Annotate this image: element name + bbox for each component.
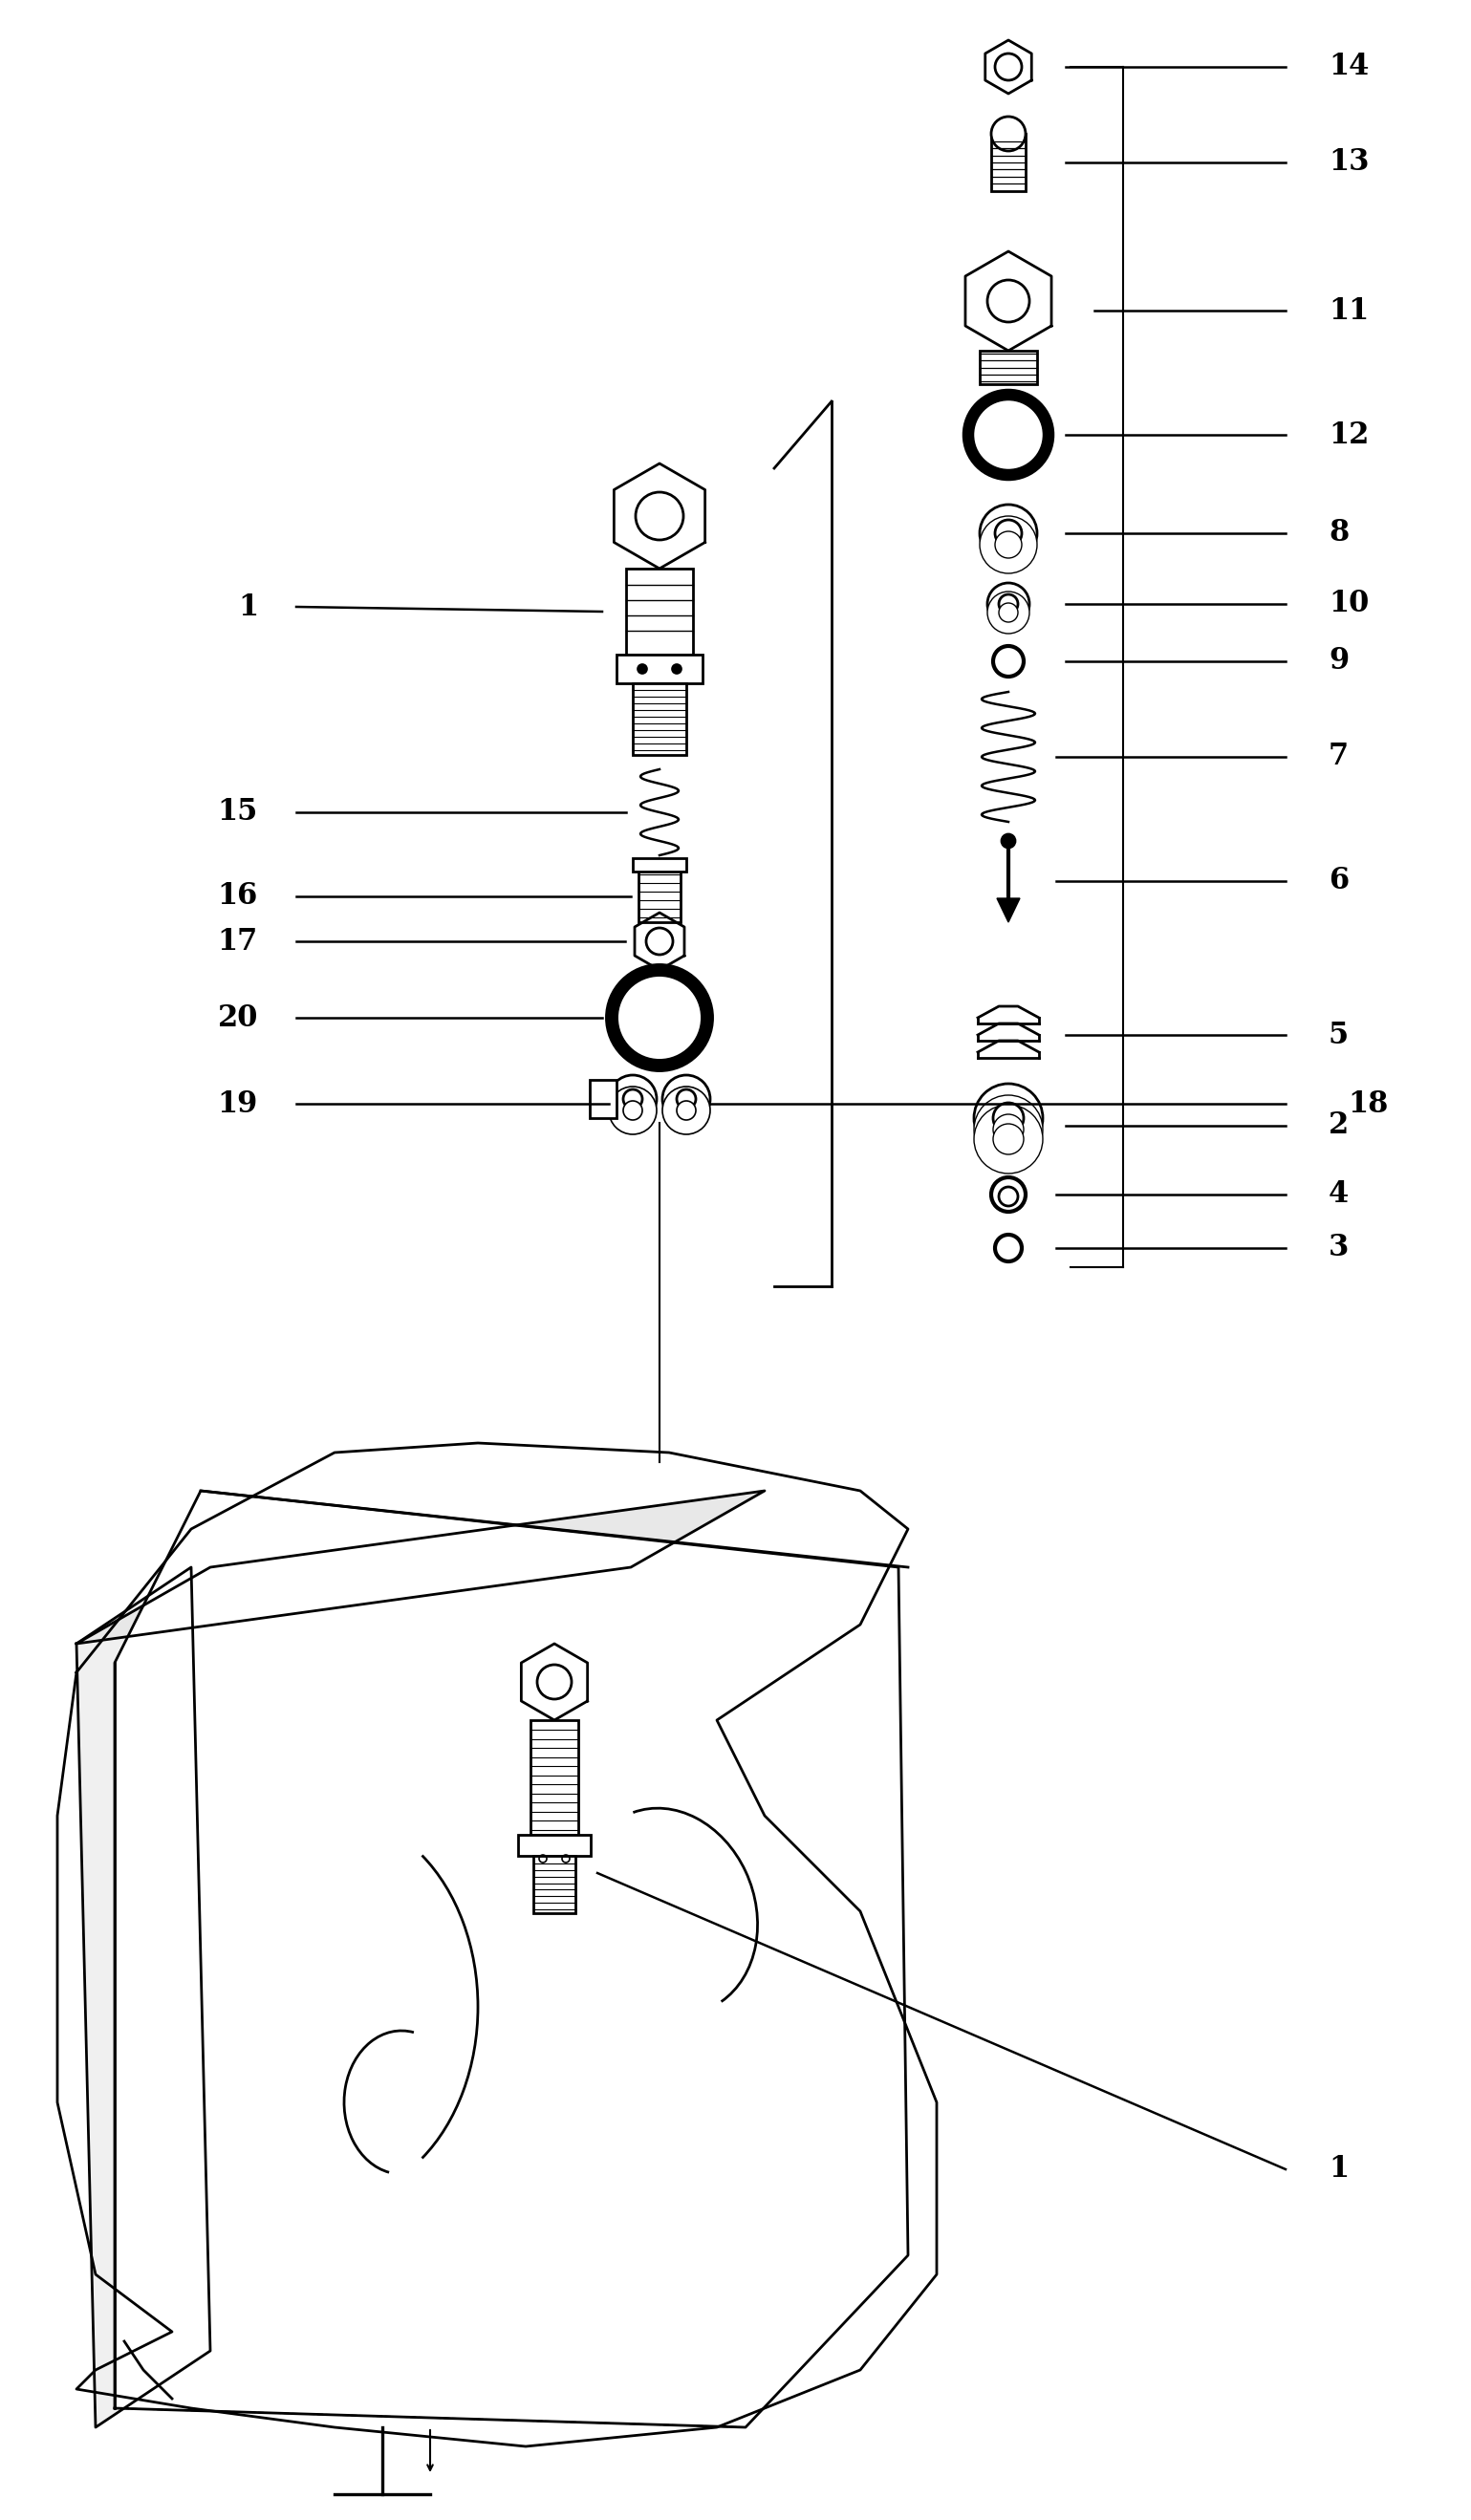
- Circle shape: [993, 1104, 1024, 1134]
- Circle shape: [999, 602, 1018, 622]
- Text: 1: 1: [1328, 2155, 1349, 2185]
- Polygon shape: [613, 464, 705, 570]
- Bar: [590, 1081, 616, 1119]
- Circle shape: [993, 1114, 1024, 1144]
- Text: 6: 6: [1328, 867, 1349, 897]
- Circle shape: [609, 1076, 656, 1124]
- Text: 10: 10: [1328, 590, 1370, 620]
- Circle shape: [991, 116, 1025, 151]
- Text: 18: 18: [1347, 1089, 1389, 1119]
- Circle shape: [994, 519, 1022, 547]
- Text: 16: 16: [218, 882, 257, 912]
- Polygon shape: [76, 1492, 765, 1643]
- Text: 15: 15: [218, 796, 257, 827]
- Polygon shape: [965, 252, 1052, 350]
- Text: 19: 19: [218, 1089, 257, 1119]
- Bar: [518, 1835, 591, 1855]
- Circle shape: [637, 665, 647, 673]
- Circle shape: [677, 1089, 696, 1109]
- Text: 9: 9: [1328, 648, 1349, 675]
- Circle shape: [980, 517, 1037, 575]
- Circle shape: [677, 1101, 696, 1119]
- Circle shape: [662, 1076, 710, 1124]
- Text: 8: 8: [1328, 519, 1349, 547]
- Polygon shape: [634, 912, 684, 970]
- Bar: [633, 683, 687, 756]
- Circle shape: [624, 1089, 643, 1109]
- Circle shape: [974, 1104, 1043, 1174]
- Circle shape: [624, 1101, 643, 1119]
- Circle shape: [662, 1086, 710, 1134]
- Circle shape: [987, 582, 1030, 625]
- Circle shape: [672, 665, 681, 673]
- Circle shape: [974, 1096, 1043, 1164]
- Text: 12: 12: [1328, 421, 1370, 449]
- Bar: [531, 1721, 578, 1835]
- Text: 13: 13: [1328, 149, 1370, 176]
- Polygon shape: [115, 1492, 908, 2427]
- Bar: [627, 570, 693, 655]
- Circle shape: [1002, 834, 1015, 847]
- Circle shape: [974, 1084, 1043, 1152]
- Text: 2: 2: [1328, 1111, 1349, 1142]
- Bar: [616, 655, 703, 683]
- Text: 5: 5: [1328, 1021, 1349, 1051]
- Bar: [638, 869, 681, 922]
- Polygon shape: [76, 1567, 210, 2427]
- Text: 11: 11: [1328, 295, 1370, 325]
- Bar: [534, 1855, 575, 1913]
- Circle shape: [993, 1124, 1024, 1154]
- Text: 20: 20: [218, 1003, 257, 1033]
- Bar: [991, 134, 1025, 192]
- Text: 17: 17: [218, 927, 257, 955]
- Polygon shape: [521, 1643, 587, 1721]
- Text: 7: 7: [1328, 741, 1349, 771]
- Bar: [633, 859, 687, 872]
- Text: 1: 1: [238, 592, 257, 622]
- Text: 3: 3: [1328, 1232, 1349, 1263]
- Circle shape: [609, 1086, 656, 1134]
- Circle shape: [980, 504, 1037, 562]
- Circle shape: [987, 592, 1030, 633]
- Polygon shape: [997, 897, 1019, 922]
- Text: 14: 14: [1328, 53, 1370, 81]
- Circle shape: [994, 532, 1022, 557]
- Polygon shape: [986, 40, 1031, 93]
- Text: 4: 4: [1328, 1179, 1349, 1210]
- Circle shape: [999, 595, 1018, 612]
- Bar: [980, 350, 1037, 383]
